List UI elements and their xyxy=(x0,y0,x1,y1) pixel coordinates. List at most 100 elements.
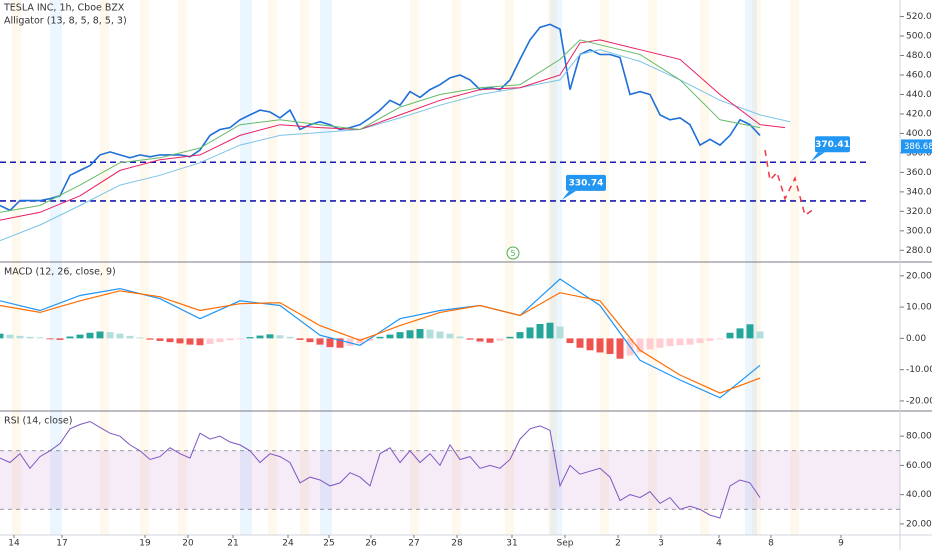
histogram-bar xyxy=(256,335,264,339)
histogram-bar xyxy=(186,338,194,345)
histogram-bar xyxy=(476,338,484,342)
histogram-bar xyxy=(16,335,24,339)
histogram-bar xyxy=(0,333,4,339)
histogram-bar xyxy=(416,328,424,339)
y-tick-label: 80.00 xyxy=(906,432,932,442)
stripe xyxy=(12,0,21,535)
histogram-bar xyxy=(466,338,474,340)
y-tick-label: 520.00 xyxy=(906,12,932,22)
histogram-bar xyxy=(206,338,214,345)
stripe xyxy=(600,0,609,535)
y-tick-label: 340.00 xyxy=(906,187,932,197)
histogram-bar xyxy=(146,338,154,340)
event-marker-label: 5 xyxy=(510,249,515,258)
histogram-bar xyxy=(346,338,354,346)
histogram-bar xyxy=(526,327,534,339)
histogram-bar xyxy=(276,335,284,339)
stripe xyxy=(410,0,419,535)
series-line xyxy=(0,420,761,519)
histogram-bar xyxy=(176,338,184,344)
histogram-bar xyxy=(676,338,684,346)
y-tick-label: 20.00 xyxy=(906,519,932,529)
y-tick-label: 480.00 xyxy=(906,51,932,61)
stripe xyxy=(50,0,62,535)
histogram-bar xyxy=(306,338,314,343)
session-stripes xyxy=(12,0,799,535)
last-price-tag xyxy=(901,139,932,154)
histogram-bar xyxy=(236,338,244,340)
histogram-bar xyxy=(166,338,174,343)
stripe xyxy=(752,0,761,535)
y-tick-label: 20.00 xyxy=(906,271,932,281)
histogram-bar xyxy=(486,338,494,343)
y-tick-label: 280.00 xyxy=(906,246,932,256)
stripe xyxy=(745,0,757,535)
histogram-bar xyxy=(706,338,714,341)
histogram-bar xyxy=(656,338,664,348)
series-line xyxy=(0,39,786,221)
histogram-bar xyxy=(336,338,344,348)
x-tick-label: 26 xyxy=(365,539,377,549)
histogram-bar xyxy=(396,332,404,339)
histogram-bar xyxy=(6,334,14,339)
level-callout-pointer xyxy=(811,152,825,162)
histogram-bar xyxy=(156,338,164,341)
histogram-bar xyxy=(326,338,334,348)
histogram-bar xyxy=(596,338,604,353)
histogram-bar xyxy=(696,338,704,344)
x-tick-label: 3 xyxy=(658,539,664,549)
stripe xyxy=(240,0,252,535)
x-tick-label: 24 xyxy=(282,539,294,549)
indicator-title: RSI (14, close) xyxy=(4,416,72,427)
y-tick-label: 420.00 xyxy=(906,109,932,119)
histogram-bar xyxy=(26,336,34,339)
histogram-bar xyxy=(586,338,594,351)
last-price-label: 386.68 xyxy=(904,142,932,152)
level-callout-pointer xyxy=(562,190,576,200)
histogram-bar xyxy=(456,336,464,339)
x-tick-label: 19 xyxy=(139,539,151,549)
histogram-bar xyxy=(436,331,444,339)
histogram-bar xyxy=(716,338,724,340)
histogram-bar xyxy=(606,338,614,355)
histogram-bar xyxy=(636,338,644,353)
stripe xyxy=(648,0,657,535)
histogram-bar xyxy=(366,338,374,341)
histogram-bar xyxy=(556,326,564,339)
x-tick-label: 20 xyxy=(182,539,194,549)
y-tick-label: 380.00 xyxy=(906,148,932,158)
histogram-bar xyxy=(226,338,234,341)
histogram-bar xyxy=(426,329,434,339)
projection-line xyxy=(764,149,816,217)
histogram-bar xyxy=(36,337,44,339)
histogram-bar xyxy=(66,336,74,339)
level-callout-label: 330.74 xyxy=(569,178,604,188)
histogram-bar xyxy=(86,332,94,339)
level-callout xyxy=(815,136,850,153)
series-line xyxy=(0,278,761,399)
y-tick-label: -20.00 xyxy=(906,396,932,406)
x-tick-label: 27 xyxy=(408,539,419,549)
histogram-bar xyxy=(686,338,694,345)
histogram-bar xyxy=(246,337,254,339)
y-tick-label: 400.00 xyxy=(906,129,932,139)
x-tick-label: 31 xyxy=(506,539,517,549)
x-tick-label: 9 xyxy=(838,539,844,549)
y-tick-label: 320.00 xyxy=(906,207,932,217)
histogram-bar xyxy=(756,331,764,339)
x-tick-label: 4 xyxy=(716,539,722,549)
x-tick-label: Sep xyxy=(557,539,574,549)
histogram-bar xyxy=(76,334,84,339)
histogram-bar xyxy=(666,338,674,347)
y-tick-label: 60.00 xyxy=(906,461,932,471)
y-tick-label: 440.00 xyxy=(906,90,932,100)
y-tick-label: 360.00 xyxy=(906,168,932,178)
histogram-bar xyxy=(446,333,454,339)
y-tick-label: 300.00 xyxy=(906,226,932,236)
histogram-bar xyxy=(316,338,324,345)
stripe xyxy=(178,0,187,535)
histogram-bar xyxy=(506,336,514,339)
histogram-bar xyxy=(376,336,384,339)
histogram-bar xyxy=(406,330,414,339)
stripe xyxy=(550,0,562,535)
